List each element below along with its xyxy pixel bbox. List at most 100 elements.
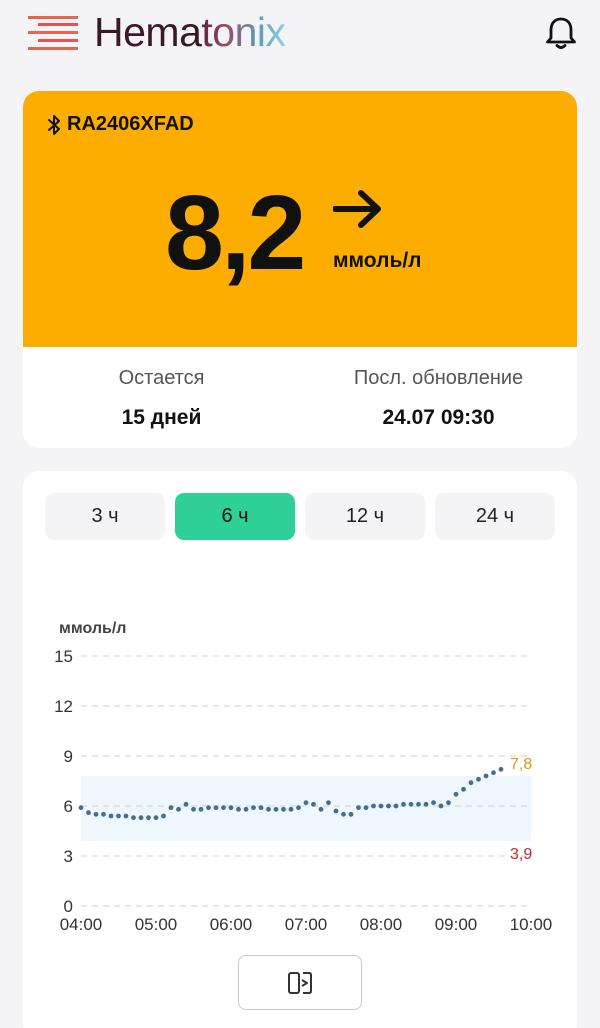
data-point [498, 766, 504, 772]
data-point [266, 806, 271, 812]
data-point [408, 801, 414, 807]
data-point [393, 803, 399, 809]
data-point [446, 800, 451, 806]
data-point [146, 815, 151, 821]
target-range-band [81, 776, 531, 841]
range-tabs: 3 ч 6 ч 12 ч 24 ч [45, 493, 555, 540]
y-tick-label: 0 [64, 897, 73, 916]
y-tick-label: 6 [64, 797, 73, 816]
data-point [341, 811, 346, 817]
glucose-panel: RA2406XFAD 8,2 ммоль/л [23, 91, 577, 347]
logo-suffix: tonix [201, 9, 286, 55]
updated-label: Посл. обновление [353, 367, 524, 389]
data-point [213, 805, 219, 811]
data-point [423, 801, 429, 807]
data-point [311, 801, 316, 807]
remaining-stat: Остается 15 дней [23, 367, 300, 430]
data-point [401, 801, 406, 807]
data-point [318, 806, 324, 812]
data-point [153, 815, 159, 821]
remaining-label: Остается [118, 367, 205, 389]
data-point [93, 811, 99, 817]
data-point [78, 805, 84, 811]
device-label: RA2406XFAD [47, 113, 194, 136]
data-point [258, 805, 264, 811]
data-point [161, 813, 166, 819]
updated-value: 24.07 09:30 [382, 406, 495, 429]
data-point [476, 776, 481, 782]
tab-6h[interactable]: 6 ч [175, 493, 295, 540]
data-point [483, 773, 489, 779]
x-tick-label: 05:00 [135, 915, 178, 934]
data-point [333, 808, 339, 814]
remaining-value: 15 дней [121, 406, 202, 429]
tab-3h[interactable]: 3 ч [45, 493, 165, 540]
data-point [228, 805, 234, 811]
data-point [348, 811, 354, 817]
data-point [191, 806, 196, 812]
updated-stat: Посл. обновление 24.07 09:30 [300, 367, 577, 430]
app-header: Hematonix [0, 0, 600, 70]
view-toggle-button[interactable] [238, 955, 362, 1010]
history-card: 3 ч 6 ч 12 ч 24 ч ммоль/л 0 3 6 9 12 15 04:00 05… [23, 471, 577, 1028]
data-point [491, 770, 496, 776]
data-point [176, 806, 181, 812]
data-point [273, 806, 279, 812]
x-tick-label: 06:00 [210, 915, 253, 934]
data-point [221, 805, 226, 811]
data-point [251, 805, 256, 811]
x-tick-label: 04:00 [60, 915, 103, 934]
data-point [206, 805, 211, 811]
data-point [168, 805, 174, 811]
data-point [378, 803, 384, 809]
data-point [303, 800, 309, 806]
data-point [356, 805, 361, 811]
target-low-label: 3,9 [510, 846, 532, 863]
glucose-value: 8,2 [165, 174, 306, 292]
tab-24h[interactable]: 24 ч [435, 493, 555, 540]
y-tick-label: 3 [64, 847, 73, 866]
target-high-label: 7,8 [510, 756, 532, 773]
data-point [236, 806, 241, 812]
y-tick-label: 15 [54, 647, 73, 666]
data-point [416, 801, 421, 807]
sensor-card: RA2406XFAD 8,2 ммоль/л Остается 15 дней … [23, 91, 577, 448]
bluetooth-icon [48, 114, 60, 135]
data-point [116, 813, 121, 819]
glucose-unit: ммоль/л [333, 249, 422, 272]
y-tick-label: 12 [54, 697, 73, 716]
data-point [138, 815, 144, 821]
data-point [86, 810, 91, 816]
data-point [108, 813, 114, 819]
view-toggle-icon [288, 971, 312, 994]
x-tick-label: 08:00 [360, 915, 403, 934]
data-point [123, 813, 129, 819]
x-tick-label: 09:00 [435, 915, 478, 934]
data-point [453, 791, 459, 797]
data-point [281, 806, 286, 812]
data-point [198, 806, 204, 812]
data-point [371, 803, 376, 809]
data-point [288, 806, 294, 812]
data-point [101, 811, 106, 817]
data-point [363, 805, 369, 811]
menu-lines-icon[interactable] [28, 16, 78, 50]
arrow-right-icon [333, 190, 381, 228]
glucose-chart: ммоль/л 0 3 6 9 12 15 04:00 05:00 06:00 07:00 08:00… [54, 620, 553, 934]
bell-icon[interactable] [542, 14, 580, 52]
data-point [468, 780, 474, 786]
tab-12h[interactable]: 12 ч [305, 493, 425, 540]
data-point [296, 805, 301, 811]
y-tick-label: 9 [64, 747, 73, 766]
device-id: RA2406XFAD [67, 113, 194, 135]
logo-prefix: Hema [94, 9, 202, 55]
data-point [431, 800, 436, 806]
data-point [438, 803, 444, 809]
x-tick-label: 07:00 [285, 915, 328, 934]
data-point [183, 801, 189, 807]
x-tick-label: 10:00 [510, 915, 553, 934]
app-logo: Hematonix [94, 9, 286, 55]
y-axis-label: ммоль/л [59, 620, 126, 637]
data-point [131, 815, 136, 821]
data-point [326, 800, 331, 806]
